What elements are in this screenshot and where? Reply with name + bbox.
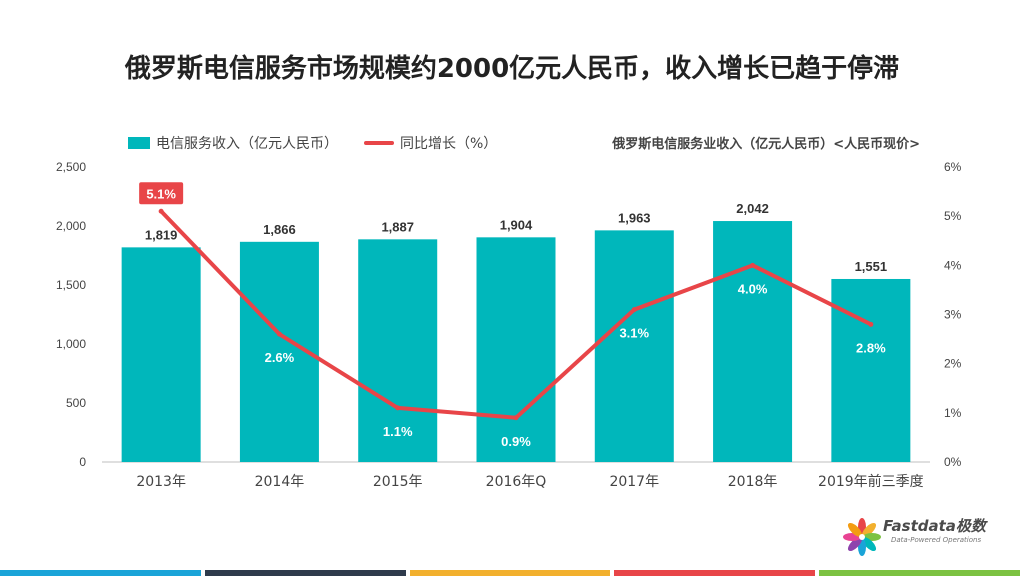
footer-strip-segment	[0, 570, 201, 576]
growth-point	[395, 405, 401, 411]
growth-point	[868, 321, 874, 327]
x-axis-tick-label: 2015年	[373, 474, 423, 490]
bar-value-label: 2,042	[736, 201, 769, 216]
right-axis-tick-label: 1%	[944, 406, 962, 420]
highlight-label-box	[139, 182, 184, 205]
growth-value-label: 0.9%	[501, 434, 531, 449]
x-axis-tick-label: 2013年	[136, 474, 186, 490]
growth-point	[158, 208, 164, 214]
x-axis-tick-label: 2016年Q	[486, 474, 547, 490]
x-axis-tick-label: 2017年	[609, 474, 659, 490]
legend-line-swatch	[364, 141, 394, 145]
bar	[476, 237, 556, 462]
x-axis-tick-label: 2019年前三季度	[818, 473, 924, 490]
growth-value-label: 1.1%	[383, 424, 413, 439]
bar-value-label: 1,963	[618, 210, 651, 225]
growth-point	[513, 415, 519, 421]
legend-bar-swatch	[128, 137, 150, 149]
chart-note: 俄罗斯电信服务业收入（亿元人民币）<人民币现价>	[612, 137, 920, 152]
right-axis-tick-label: 0%	[944, 455, 962, 469]
growth-value-label: 5.1%	[146, 186, 176, 201]
right-axis-tick-label: 4%	[944, 258, 962, 272]
left-axis-tick-label: 1,500	[56, 278, 86, 292]
bar-value-label: 1,551	[855, 259, 888, 274]
chart-title: 俄罗斯电信服务市场规模约2000亿元人民币，收入增长已趋于停滞	[124, 54, 900, 84]
legend-item-growth: 同比增长（%）	[364, 133, 497, 153]
legend: 电信服务收入（亿元人民币） 同比增长（%）	[128, 133, 523, 153]
flower-logo-icon	[843, 518, 881, 556]
bar	[358, 239, 438, 462]
left-axis-tick-label: 2,000	[56, 219, 86, 233]
footer-color-strip	[0, 570, 1024, 576]
left-axis-tick-label: 1,000	[56, 337, 86, 351]
left-axis-tick-label: 500	[66, 396, 86, 410]
growth-value-label: 2.6%	[265, 350, 295, 365]
logo-tagline: Data-Powered Operations	[891, 536, 982, 544]
x-axis-tick-label: 2018年	[728, 474, 778, 490]
right-axis-tick-label: 6%	[944, 160, 962, 174]
bar	[713, 221, 793, 462]
footer-strip-segment	[204, 570, 406, 576]
bar	[121, 247, 201, 462]
legend-item-revenue: 电信服务收入（亿元人民币）	[128, 133, 338, 153]
growth-value-label: 2.8%	[856, 340, 886, 355]
bar	[594, 230, 674, 462]
legend-label-revenue: 电信服务收入（亿元人民币）	[156, 136, 338, 152]
bar-value-label: 1,904	[500, 217, 533, 232]
footer-strip-segment	[819, 570, 1020, 576]
right-axis-tick-label: 3%	[944, 308, 962, 322]
logo: Fastdata极数 Data-Powered Operations	[843, 515, 1003, 559]
growth-point	[631, 307, 637, 313]
growth-point	[750, 262, 756, 268]
growth-value-label: 4.0%	[738, 281, 768, 296]
bar-value-label: 1,866	[263, 222, 296, 237]
footer-strip-segment	[614, 570, 816, 576]
bar-value-label: 1,887	[381, 219, 414, 234]
left-axis-tick-label: 0	[79, 455, 86, 469]
bar-value-label: 1,819	[145, 227, 178, 242]
right-axis-tick-label: 5%	[944, 209, 962, 223]
growth-point	[276, 331, 282, 337]
footer-strip-segment	[409, 570, 611, 576]
x-axis-tick-label: 2014年	[255, 474, 305, 490]
growth-value-label: 3.1%	[619, 326, 649, 341]
right-axis-tick-label: 2%	[944, 357, 962, 371]
logo-name: Fastdata极数	[883, 517, 986, 535]
left-axis-tick-label: 2,500	[56, 160, 86, 174]
bar	[831, 278, 911, 462]
legend-label-growth: 同比增长（%）	[400, 136, 498, 152]
